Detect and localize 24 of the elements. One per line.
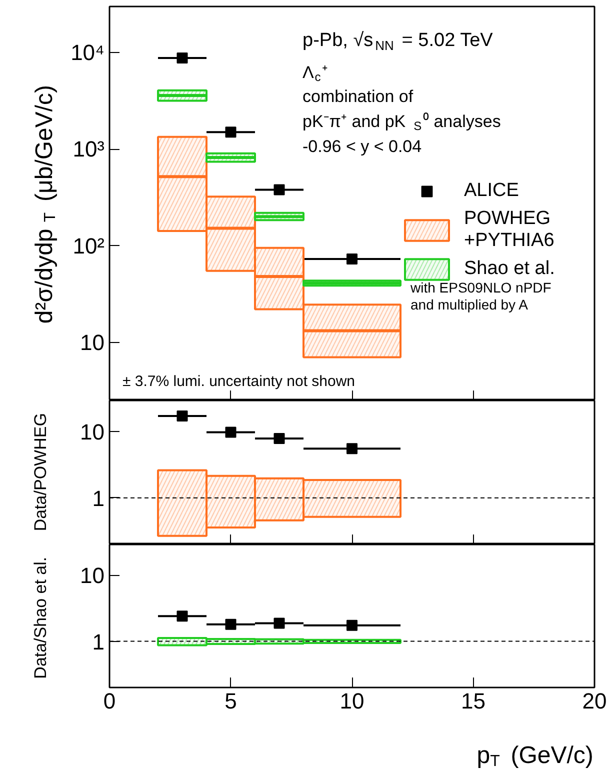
legend-label: ALICE (464, 179, 519, 203)
annotation: and multiplied by A (410, 296, 529, 312)
x-tick-label: 15 (461, 688, 486, 714)
y-tick-label: 1 (92, 629, 105, 654)
legend-label: POWHEG +PYTHIA6 (464, 208, 554, 252)
y-tick-label: 10² (72, 233, 104, 258)
y-tick-label: 1 (92, 486, 105, 511)
y-axis-title: Data/POWHEG (31, 413, 50, 532)
y-tick-label: 10 (80, 563, 105, 588)
y-axis-title: Data/Shao et al. (31, 556, 50, 679)
x-tick-label: 0 (103, 688, 116, 714)
y-tick-label: 10 (80, 330, 105, 355)
y-tick-label: 10 (80, 419, 105, 444)
x-tick-label: 20 (582, 688, 607, 714)
annotation: -0.96 < y < 0.04 (302, 137, 422, 156)
x-tick-label: 5 (224, 688, 237, 714)
y-axis-title: d²σ/dydpT (μb/GeV/c) (31, 84, 59, 324)
y-tick-label: 10⁴ (70, 40, 105, 66)
y-tick-label: 10³ (72, 136, 104, 162)
annotation: combination of (302, 87, 414, 106)
x-tick-label: 10 (340, 688, 364, 714)
legend-label: Shao et al. (464, 258, 555, 279)
annotation: with EPS09NLO nPDF (410, 280, 552, 296)
annotation: ± 3.7% lumi. uncertainty not shown (122, 373, 356, 390)
